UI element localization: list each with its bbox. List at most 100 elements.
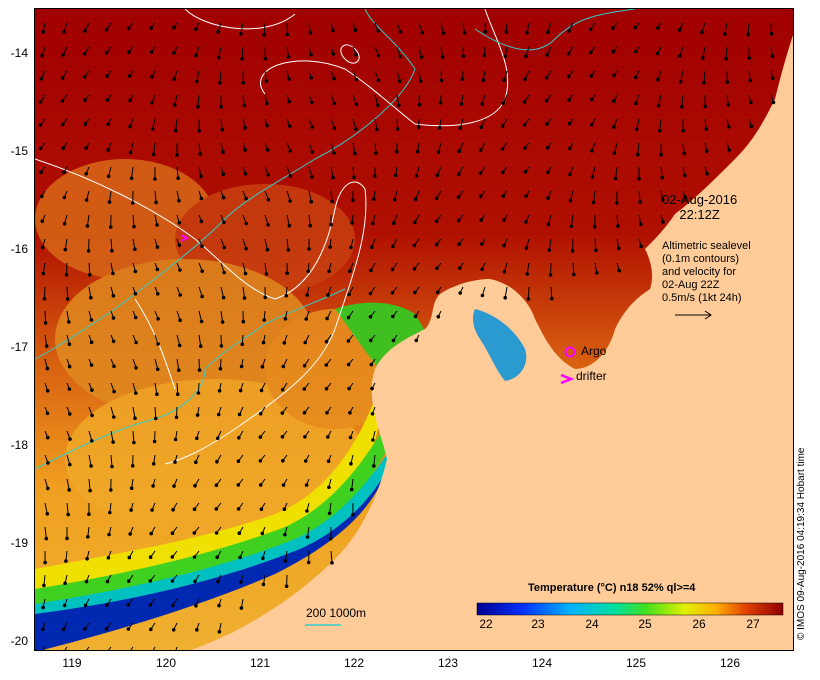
velocity-arrow-head	[148, 555, 153, 560]
velocity-arrow-head	[214, 507, 219, 511]
velocity-arrow-head	[129, 486, 134, 491]
velocity-arrow-head	[172, 484, 176, 488]
velocity-arrow-head	[62, 195, 67, 200]
velocity-arrow-head	[238, 555, 242, 560]
velocity-arrow-head	[286, 248, 291, 252]
velocity-arrow-head	[216, 29, 220, 34]
velocity-arrow-head	[660, 175, 664, 180]
velocity-arrow-head	[434, 242, 439, 247]
velocity-arrow-head	[327, 485, 331, 490]
velocity-arrow-head	[215, 436, 220, 441]
x-axis-label: 120	[155, 656, 177, 670]
velocity-arrow-head	[156, 342, 160, 346]
velocity-arrow-head	[155, 223, 159, 227]
velocity-arrow-head	[107, 200, 112, 204]
velocity-arrow-head	[395, 127, 400, 131]
velocity-arrow-head	[348, 435, 353, 440]
velocity-arrow-head	[572, 272, 576, 277]
velocity-arrow-head	[244, 196, 248, 201]
drifter-track-marker	[180, 234, 190, 242]
velocity-arrow-head	[195, 413, 200, 417]
velocity-arrow-head	[458, 126, 463, 130]
velocity-arrow	[110, 430, 114, 443]
velocity-arrow-head	[239, 32, 243, 36]
velocity-arrow-head	[128, 124, 132, 129]
velocity-arrow-head	[524, 246, 529, 250]
velocity-arrow-head	[683, 195, 687, 200]
velocity-arrow-head	[522, 100, 527, 104]
velocity-arrow-head	[237, 436, 241, 440]
velocity-arrow-head	[127, 74, 132, 78]
velocity-arrow-head	[261, 582, 266, 587]
velocity-arrow-head	[702, 80, 706, 85]
velocity-arrow-head	[239, 606, 244, 610]
velocity-arrow-head	[258, 411, 263, 416]
velocity-arrow-head	[67, 342, 72, 347]
velocity-arrow-head	[281, 459, 285, 463]
velocity-arrow-head	[374, 151, 378, 155]
velocity-arrow-head	[309, 76, 314, 80]
velocity-arrow-head	[462, 31, 467, 35]
velocity-arrow-head	[567, 29, 571, 33]
x-axis-label: 122	[343, 656, 365, 670]
velocity-arrow-head	[64, 559, 68, 563]
velocity-arrow	[66, 262, 68, 275]
velocity-arrow-head	[724, 56, 728, 61]
velocity-arrow-head	[171, 628, 176, 632]
velocity-arrow-head	[501, 170, 505, 175]
velocity-arrow-head	[194, 27, 198, 32]
velocity-arrow-head	[40, 53, 44, 58]
velocity-arrow-head	[260, 531, 265, 536]
velocity-arrow-head	[194, 603, 198, 608]
velocity-arrow-head	[705, 172, 709, 176]
velocity-arrow-head	[194, 53, 198, 58]
velocity-arrow-head	[413, 220, 417, 225]
velocity-arrow-head	[480, 242, 484, 246]
velocity-arrow-head	[566, 74, 571, 79]
velocity-arrow-head	[350, 221, 354, 225]
velocity-arrow-head	[126, 26, 131, 31]
velocity-arrow-head	[244, 246, 248, 251]
velocity-arrow-head	[376, 103, 380, 107]
velocity-arrow-head	[154, 200, 158, 205]
velocity-arrow-head	[87, 512, 91, 517]
velocity-arrow-head	[439, 78, 444, 83]
velocity-arrow	[218, 46, 222, 58]
velocity-arrow-head	[90, 413, 94, 418]
velocity-arrow-head	[305, 293, 310, 297]
velocity-arrow-head	[376, 29, 381, 33]
velocity-arrow-head	[705, 149, 709, 153]
velocity-arrow-head	[288, 199, 292, 203]
velocity-arrow	[330, 550, 333, 563]
velocity-arrow-head	[639, 244, 643, 249]
velocity-arrow-head	[265, 148, 270, 152]
velocity-arrow-head	[39, 170, 43, 175]
velocity-arrow-head	[217, 603, 221, 608]
velocity-arrow-head	[258, 435, 263, 439]
velocity-arrow-head	[39, 77, 43, 81]
velocity-arrow-head	[105, 98, 110, 102]
velocity-arrow-head	[260, 365, 265, 369]
velocity-arrow-head	[525, 30, 529, 35]
velocity-arrow-head	[222, 245, 227, 250]
velocity-arrow-head	[310, 125, 315, 129]
velocity-arrow-head	[375, 127, 379, 132]
velocity-arrow-head	[703, 104, 708, 109]
velocity-arrow-head	[523, 146, 527, 150]
velocity-arrow-head	[456, 195, 461, 199]
velocity-arrow-head	[770, 54, 775, 58]
velocity-arrow-head	[88, 488, 92, 493]
velocity-arrow-head	[748, 78, 753, 83]
velocity-arrow-head	[303, 459, 308, 463]
velocity-arrow-head	[222, 220, 226, 225]
velocity-arrow-head	[677, 28, 682, 32]
velocity-arrow	[88, 478, 91, 491]
velocity-arrow-head	[66, 512, 71, 517]
velocity-arrow-head	[749, 124, 754, 128]
y-axis-label: -17	[10, 340, 28, 354]
velocity-arrow	[594, 238, 597, 251]
velocity-arrow-head	[67, 387, 72, 391]
velocity-arrow-head	[196, 104, 200, 109]
velocity-arrow-head	[86, 535, 90, 539]
info-line: 02-Aug 22Z	[662, 279, 720, 291]
